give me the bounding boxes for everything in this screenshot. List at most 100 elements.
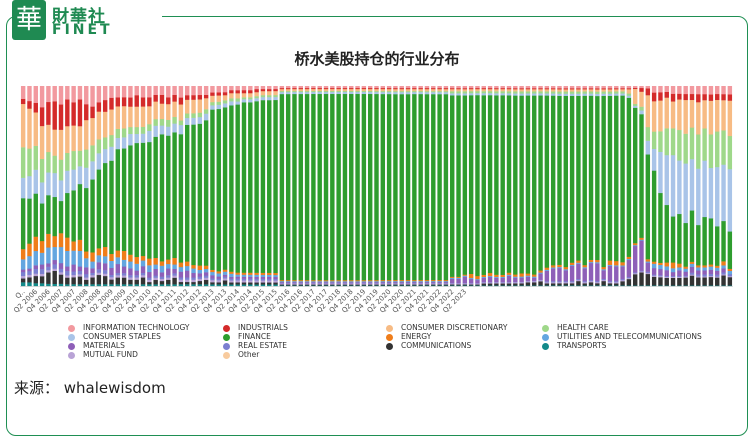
bar-segment bbox=[557, 89, 562, 92]
bar-segment bbox=[727, 94, 733, 101]
legend-label: HEALTH CARE bbox=[557, 323, 609, 332]
bar-segment bbox=[71, 250, 76, 265]
bar-segment bbox=[90, 268, 95, 273]
bar-segment bbox=[109, 134, 114, 147]
legend-item: CONSUMER DISCRETIONARY bbox=[386, 323, 508, 332]
bar-segment bbox=[468, 278, 474, 284]
bar-segment bbox=[443, 89, 449, 92]
bar-segment bbox=[153, 257, 158, 265]
bar-segment bbox=[210, 284, 215, 287]
bar-segment bbox=[683, 163, 688, 224]
bar-segment bbox=[506, 89, 512, 92]
bar-segment bbox=[248, 278, 253, 281]
bar-segment bbox=[260, 86, 266, 90]
bar-segment bbox=[27, 282, 32, 287]
bar-segment bbox=[178, 124, 184, 135]
bar-segment bbox=[355, 285, 360, 287]
bar-segment bbox=[632, 105, 638, 108]
bar-segment bbox=[424, 281, 430, 284]
bar-segment bbox=[90, 161, 95, 180]
bar-segment bbox=[569, 265, 575, 282]
bar-segment bbox=[273, 274, 278, 278]
bar-segment bbox=[550, 267, 556, 269]
bar-segment bbox=[500, 282, 505, 284]
bar-segment bbox=[481, 283, 486, 286]
bar-segment bbox=[532, 280, 537, 282]
bar-segment bbox=[203, 265, 209, 270]
legend-swatch bbox=[223, 333, 230, 341]
bar-segment bbox=[349, 93, 354, 281]
bar-segment bbox=[607, 89, 613, 92]
bar-segment bbox=[241, 97, 247, 100]
bar-segment bbox=[172, 123, 177, 133]
bar-segment bbox=[563, 91, 568, 94]
bar-segment bbox=[380, 280, 386, 282]
bar-segment bbox=[595, 91, 600, 94]
bar-segment bbox=[254, 274, 259, 277]
bar-segment bbox=[229, 280, 234, 283]
bar-segment bbox=[374, 87, 379, 90]
bar-segment bbox=[544, 95, 550, 268]
bar-segment bbox=[639, 270, 644, 272]
bar-segment bbox=[708, 275, 714, 278]
bar-segment bbox=[614, 88, 619, 90]
bar-segment bbox=[33, 145, 38, 170]
bar-segment bbox=[147, 284, 152, 287]
bar-segment bbox=[109, 86, 114, 98]
bar-segment bbox=[273, 88, 278, 92]
bar-segment bbox=[582, 267, 587, 269]
bar-segment bbox=[147, 279, 152, 283]
bar-segment bbox=[241, 86, 247, 91]
bar-segment bbox=[330, 280, 335, 282]
bar-segment bbox=[386, 283, 392, 284]
bar-segment bbox=[229, 284, 234, 287]
bar-segment bbox=[582, 264, 587, 268]
bar-segment bbox=[588, 95, 594, 260]
bar-segment bbox=[336, 284, 341, 286]
bar-segment bbox=[696, 86, 701, 95]
bar-segment bbox=[191, 281, 196, 285]
bar-segment bbox=[550, 86, 556, 89]
bar-segment bbox=[279, 280, 285, 282]
bar-segment bbox=[431, 89, 436, 92]
bar-segment bbox=[443, 94, 449, 281]
bar-segment bbox=[216, 282, 221, 285]
bar-segment bbox=[109, 146, 114, 161]
bar-segment bbox=[645, 88, 651, 96]
bar-segment bbox=[153, 284, 158, 287]
bar-segment bbox=[418, 282, 423, 284]
bar-segment bbox=[115, 149, 121, 251]
bar-segment bbox=[696, 265, 701, 268]
bar-segment bbox=[304, 93, 310, 281]
bar-segment bbox=[20, 147, 26, 178]
legend-swatch bbox=[223, 324, 230, 332]
bar-segment bbox=[273, 278, 278, 281]
bar-segment bbox=[273, 90, 278, 96]
bar-segment bbox=[519, 282, 524, 284]
bar-segment bbox=[727, 135, 733, 170]
bar-segment bbox=[418, 283, 423, 285]
bar-segment bbox=[185, 117, 190, 125]
bar-segment bbox=[172, 264, 177, 270]
bar-segment bbox=[607, 282, 613, 284]
bar-segment bbox=[525, 88, 531, 90]
bar-segment bbox=[102, 246, 108, 257]
bar-segment bbox=[39, 283, 45, 287]
bar-segment bbox=[210, 278, 215, 281]
bar-segment bbox=[525, 276, 531, 281]
bar-segment bbox=[361, 282, 367, 284]
bar-segment bbox=[639, 114, 644, 238]
bar-segment bbox=[696, 134, 701, 169]
bar-segment bbox=[431, 282, 436, 284]
bar-segment bbox=[147, 258, 152, 266]
bar-segment bbox=[424, 91, 430, 93]
bar-segment bbox=[708, 276, 714, 286]
bar-segment bbox=[147, 124, 152, 131]
bar-segment bbox=[178, 262, 184, 268]
bar-segment bbox=[588, 281, 594, 283]
bar-segment bbox=[279, 88, 285, 90]
bar-segment bbox=[582, 281, 587, 283]
bar-segment bbox=[399, 86, 404, 89]
bar-segment bbox=[311, 87, 316, 90]
bar-segment bbox=[323, 88, 329, 92]
